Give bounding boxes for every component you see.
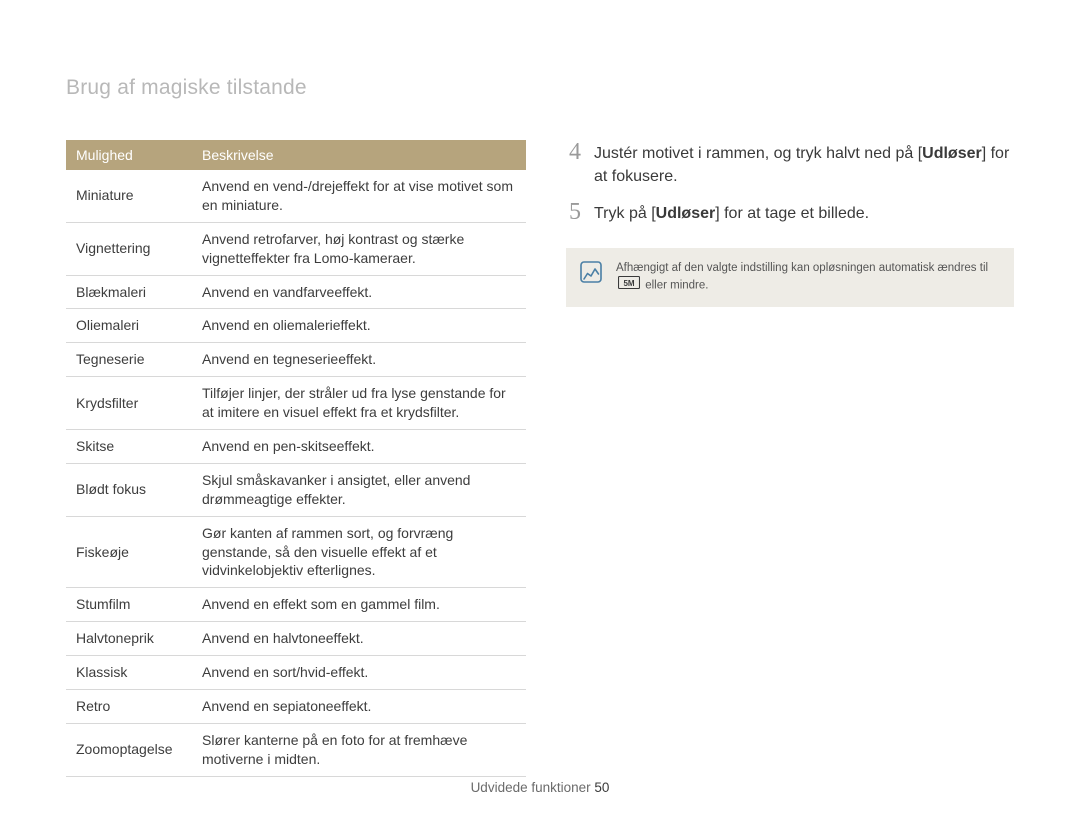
table-cell-option: Miniature [66, 170, 192, 222]
table-cell-option: Krydsfilter [66, 377, 192, 430]
table-row: OliemaleriAnvend en oliemalerieffekt. [66, 309, 526, 343]
col-header-option: Mulighed [66, 140, 192, 170]
table-cell-description: Anvend en pen-skitseeffekt. [192, 430, 526, 464]
table-cell-option: Klassisk [66, 656, 192, 690]
svg-text:5M: 5M [623, 279, 634, 288]
step-text: Justér motivet i rammen, og tryk halvt n… [594, 140, 1014, 188]
table-cell-description: Anvend en vend-/drejeffekt for at vise m… [192, 170, 526, 222]
step-5: 5 Tryk på [Udløser] for at tage et bille… [566, 200, 1014, 225]
table-cell-description: Anvend en tegneserieeffekt. [192, 343, 526, 377]
table-cell-option: Vignettering [66, 222, 192, 275]
table-row: MiniatureAnvend en vend-/drejeffekt for … [66, 170, 526, 222]
step-4-pre: Justér motivet i rammen, og tryk halvt n… [594, 145, 922, 162]
table-row: RetroAnvend en sepiatoneeffekt. [66, 690, 526, 724]
table-header-row: Mulighed Beskrivelse [66, 140, 526, 170]
footer-section: Udvidede funktioner [471, 780, 595, 795]
table-cell-option: Halvtoneprik [66, 622, 192, 656]
table-cell-description: Gør kanten af rammen sort, og forvræng g… [192, 516, 526, 588]
table-cell-description: Anvend retrofarver, høj kontrast og stær… [192, 222, 526, 275]
table-cell-option: Skitse [66, 430, 192, 464]
table-row: TegneserieAnvend en tegneserieeffekt. [66, 343, 526, 377]
modes-table: Mulighed Beskrivelse MiniatureAnvend en … [66, 140, 526, 777]
table-cell-option: Blækmaleri [66, 275, 192, 309]
page-title: Brug af magiske tilstande [66, 76, 1014, 100]
table-row: KrydsfilterTilføjer linjer, der stråler … [66, 377, 526, 430]
table-cell-description: Anvend en sepiatoneeffekt. [192, 690, 526, 724]
step-5-post: ] for at tage et billede. [715, 205, 869, 222]
table-cell-option: Stumfilm [66, 588, 192, 622]
step-number: 5 [566, 200, 584, 225]
table-cell-option: Zoomoptagelse [66, 723, 192, 776]
table-row: StumfilmAnvend en effekt som en gammel f… [66, 588, 526, 622]
table-row: FiskeøjeGør kanten af rammen sort, og fo… [66, 516, 526, 588]
table-row: Blødt fokusSkjul småskavanker i ansigtet… [66, 463, 526, 516]
step-4: 4 Justér motivet i rammen, og tryk halvt… [566, 140, 1014, 188]
table-cell-description: Anvend en effekt som en gammel film. [192, 588, 526, 622]
table-cell-description: Slører kanterne på en foto for at fremhæ… [192, 723, 526, 776]
col-header-description: Beskrivelse [192, 140, 526, 170]
right-column: 4 Justér motivet i rammen, og tryk halvt… [566, 140, 1014, 777]
table-row: VignetteringAnvend retrofarver, høj kont… [66, 222, 526, 275]
table-row: ZoomoptagelseSlører kanterne på en foto … [66, 723, 526, 776]
table-cell-option: Tegneserie [66, 343, 192, 377]
table-cell-option: Blødt fokus [66, 463, 192, 516]
footer-page-number: 50 [594, 780, 609, 795]
manual-page: Brug af magiske tilstande Mulighed Beskr… [0, 0, 1080, 777]
table-cell-description: Anvend en sort/hvid-effekt. [192, 656, 526, 690]
note-box: Afhængigt af den valgte indstilling kan … [566, 248, 1014, 307]
table-cell-description: Anvend en oliemalerieffekt. [192, 309, 526, 343]
table-row: BlækmaleriAnvend en vandfarveeffekt. [66, 275, 526, 309]
left-column: Mulighed Beskrivelse MiniatureAnvend en … [66, 140, 526, 777]
table-row: KlassiskAnvend en sort/hvid-effekt. [66, 656, 526, 690]
table-cell-option: Retro [66, 690, 192, 724]
step-number: 4 [566, 140, 584, 188]
note-text: Afhængigt af den valgte indstilling kan … [616, 260, 988, 295]
table-cell-description: Skjul småskavanker i ansigtet, eller anv… [192, 463, 526, 516]
note-line1: Afhængigt af den valgte indstilling kan … [616, 262, 988, 274]
resolution-icon: 5M [618, 276, 640, 295]
table-row: SkitseAnvend en pen-skitseeffekt. [66, 430, 526, 464]
table-cell-option: Oliemaleri [66, 309, 192, 343]
table-cell-description: Anvend en halvtoneeffekt. [192, 622, 526, 656]
table-row: HalvtoneprikAnvend en halvtoneeffekt. [66, 622, 526, 656]
table-cell-description: Tilføjer linjer, der stråler ud fra lyse… [192, 377, 526, 430]
step-4-bold: Udløser [922, 145, 982, 162]
content-columns: Mulighed Beskrivelse MiniatureAnvend en … [66, 140, 1014, 777]
page-footer: Udvidede funktioner 50 [0, 780, 1080, 795]
table-cell-option: Fiskeøje [66, 516, 192, 588]
info-icon [580, 260, 602, 288]
step-5-pre: Tryk på [ [594, 205, 656, 222]
step-text: Tryk på [Udløser] for at tage et billede… [594, 200, 869, 225]
note-line2-suffix: eller mindre. [642, 280, 708, 292]
step-5-bold: Udløser [656, 205, 716, 222]
table-cell-description: Anvend en vandfarveeffekt. [192, 275, 526, 309]
